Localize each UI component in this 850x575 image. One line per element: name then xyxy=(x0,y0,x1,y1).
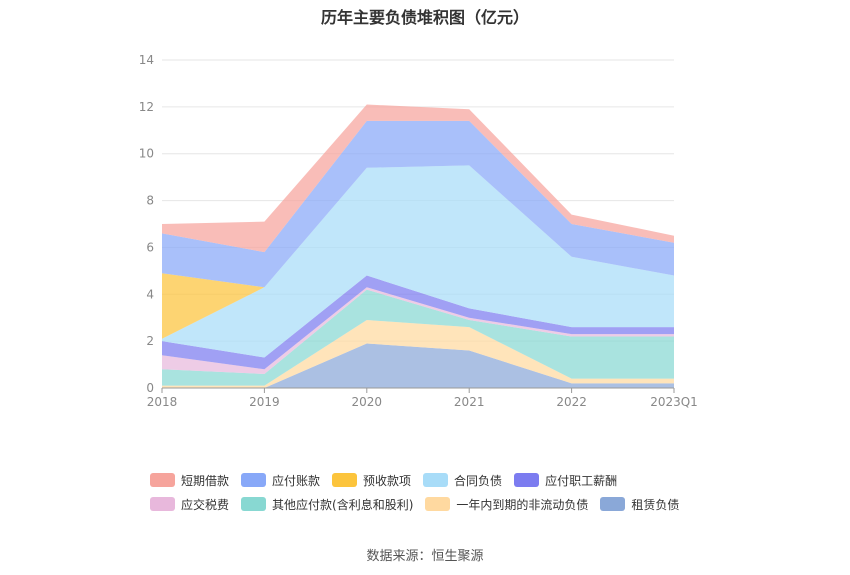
y-tick-label: 8 xyxy=(146,194,154,208)
legend-item[interactable]: 合同负债 xyxy=(423,472,502,488)
legend-item[interactable]: 其他应付款(含利息和股利) xyxy=(241,496,413,512)
legend-swatch xyxy=(241,473,267,487)
legend-item[interactable]: 预收款项 xyxy=(332,472,411,488)
x-tick-label: 2019 xyxy=(249,395,280,409)
legend-item[interactable]: 租赁负债 xyxy=(600,496,679,512)
legend-item[interactable]: 应交税费 xyxy=(150,496,229,512)
y-tick-label: 12 xyxy=(139,100,154,114)
legend-label: 合同负债 xyxy=(454,473,503,488)
area-series xyxy=(162,343,674,388)
legend-item[interactable]: 一年内到期的非流动负债 xyxy=(425,496,588,512)
legend-swatch xyxy=(150,473,175,487)
legend-swatch xyxy=(425,497,451,511)
legend-swatch xyxy=(423,473,449,487)
legend-label: 应付账款 xyxy=(272,473,321,488)
area-series xyxy=(162,320,674,388)
legend-swatch xyxy=(600,497,626,511)
x-tick-label: 2022 xyxy=(556,395,587,409)
y-tick-label: 14 xyxy=(139,53,154,67)
area-layer xyxy=(162,104,674,388)
legend-swatch xyxy=(514,473,540,487)
chart-title: 历年主要负债堆积图（亿元） xyxy=(320,8,529,27)
x-tick-label: 2018 xyxy=(147,395,178,409)
area-series xyxy=(162,275,674,370)
legend-label: 短期借款 xyxy=(181,473,230,488)
legend-swatch xyxy=(150,497,175,511)
legend-label: 应付职工薪酬 xyxy=(545,473,618,488)
legend-item[interactable]: 短期借款 xyxy=(150,472,229,488)
legend-label: 应交税费 xyxy=(181,497,230,512)
legend-label: 预收款项 xyxy=(363,473,412,488)
legend-item[interactable]: 应付职工薪酬 xyxy=(514,472,617,488)
legend-item[interactable]: 应付账款 xyxy=(241,472,320,488)
legend-label: 一年内到期的非流动负债 xyxy=(456,497,589,512)
y-tick-label: 2 xyxy=(146,334,154,348)
legend-swatch xyxy=(241,497,267,511)
area-series xyxy=(162,287,674,374)
x-tick-label: 2020 xyxy=(352,395,383,409)
area-series xyxy=(162,165,674,358)
x-tick-label: 2021 xyxy=(454,395,485,409)
axis-layer: 0 2 4 6 8 10 12 14 2018 2019 2020 2021 2022 2023Q1 xyxy=(139,53,698,409)
legend: 短期借款 应付账款 预收款项 合同负债 应付职工薪酬应交税费 其他应付款(含利息和股利) 一… xyxy=(150,472,710,520)
area-series xyxy=(162,289,674,386)
y-tick-label: 0 xyxy=(146,381,154,395)
legend-label: 其他应付款(含利息和股利) xyxy=(272,497,414,512)
area-series xyxy=(162,104,674,253)
y-tick-label: 6 xyxy=(146,240,154,254)
y-tick-label: 4 xyxy=(146,287,154,301)
legend-label: 租赁负债 xyxy=(631,497,680,512)
x-tick-label: 2023Q1 xyxy=(650,395,698,409)
y-tick-label: 10 xyxy=(139,147,154,161)
area-series xyxy=(162,120,674,288)
data-source-label: 数据来源：恒生聚源 xyxy=(366,549,484,564)
legend-swatch xyxy=(332,473,358,487)
